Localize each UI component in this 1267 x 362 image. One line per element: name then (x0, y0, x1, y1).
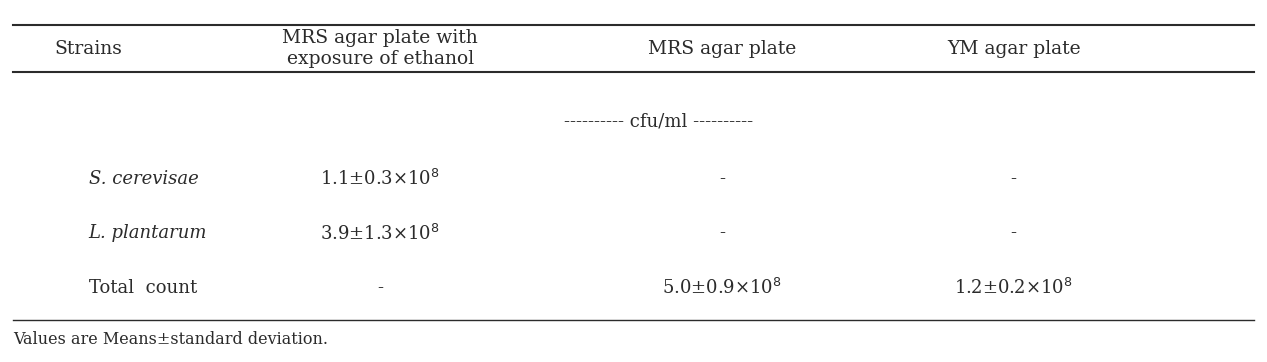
Text: -: - (1011, 170, 1016, 188)
Text: L. plantarum: L. plantarum (89, 224, 208, 243)
Text: S. cerevisae: S. cerevisae (89, 170, 199, 188)
Text: Total  count: Total count (89, 279, 196, 297)
Text: Strains: Strains (54, 40, 123, 58)
Text: 5.0±0.9×10$^8$: 5.0±0.9×10$^8$ (663, 278, 782, 298)
Text: YM agar plate: YM agar plate (946, 40, 1081, 58)
Text: Values are Means±standard deviation.: Values are Means±standard deviation. (13, 331, 328, 348)
Text: ---------- cfu/ml ----------: ---------- cfu/ml ---------- (564, 112, 754, 130)
Text: MRS agar plate with
exposure of ethanol: MRS agar plate with exposure of ethanol (283, 29, 478, 68)
Text: -: - (720, 170, 725, 188)
Text: MRS agar plate: MRS agar plate (647, 40, 797, 58)
Text: -: - (1011, 224, 1016, 243)
Text: -: - (720, 224, 725, 243)
Text: 1.2±0.2×10$^8$: 1.2±0.2×10$^8$ (954, 278, 1073, 298)
Text: 3.9±1.3×10$^8$: 3.9±1.3×10$^8$ (321, 223, 440, 244)
Text: 1.1±0.3×10$^8$: 1.1±0.3×10$^8$ (321, 169, 440, 189)
Text: -: - (378, 279, 383, 297)
